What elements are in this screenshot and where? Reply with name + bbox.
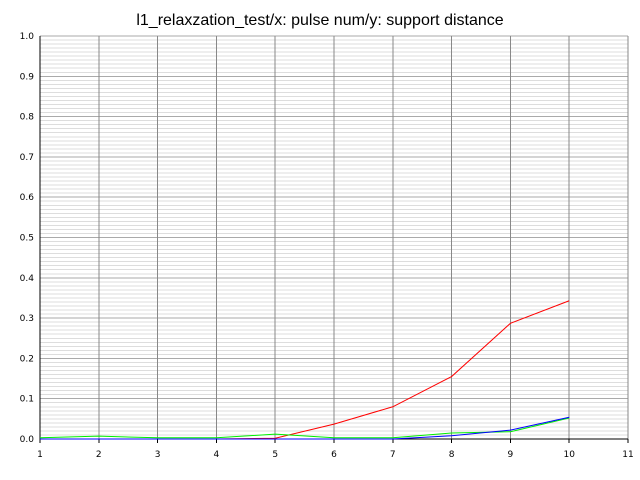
y-tick-label: 0.2 — [20, 354, 34, 364]
y-tick-label: 0.8 — [20, 113, 35, 123]
x-tick-label: 11 — [622, 450, 633, 460]
series-line-3 — [40, 416, 570, 440]
series-lines — [39, 300, 570, 440]
y-tick-label: 0.5 — [20, 234, 34, 244]
chart-title: l1_relaxzation_test/x: pulse num/y: supp… — [136, 12, 504, 29]
major-grid — [40, 35, 629, 439]
series-line-2 — [39, 417, 570, 439]
x-tick-label: 8 — [449, 450, 455, 460]
y-axis-ticks: 0.0 0.1 0.2 0.3 0.4 0.5 0.6 0.7 0.8 0.9 1.0 — [20, 32, 35, 445]
y-tick-label: 0.1 — [20, 395, 34, 405]
x-tick-label: 1 — [37, 450, 43, 460]
y-tick-label: 0.4 — [20, 274, 35, 284]
x-tick-label: 3 — [155, 450, 161, 460]
x-tick-label: 7 — [390, 450, 396, 460]
x-tick-label: 4 — [214, 450, 220, 460]
y-tick-label: 0.7 — [20, 153, 34, 163]
x-tick-label: 10 — [563, 450, 575, 460]
y-tick-label: 0.0 — [20, 435, 35, 445]
y-tick-label: 0.6 — [20, 193, 35, 203]
x-tick-label: 5 — [272, 450, 278, 460]
y-tick-label: 1.0 — [20, 32, 35, 42]
x-tick-label: 6 — [331, 450, 337, 460]
y-tick-label: 0.9 — [20, 72, 35, 82]
x-axis-ticks: 1 2 3 4 5 6 7 8 9 10 11 — [37, 439, 634, 460]
y-tick-label: 0.3 — [20, 314, 34, 324]
x-tick-label: 2 — [96, 450, 102, 460]
x-tick-label: 9 — [508, 450, 514, 460]
series-line-1 — [40, 300, 570, 440]
